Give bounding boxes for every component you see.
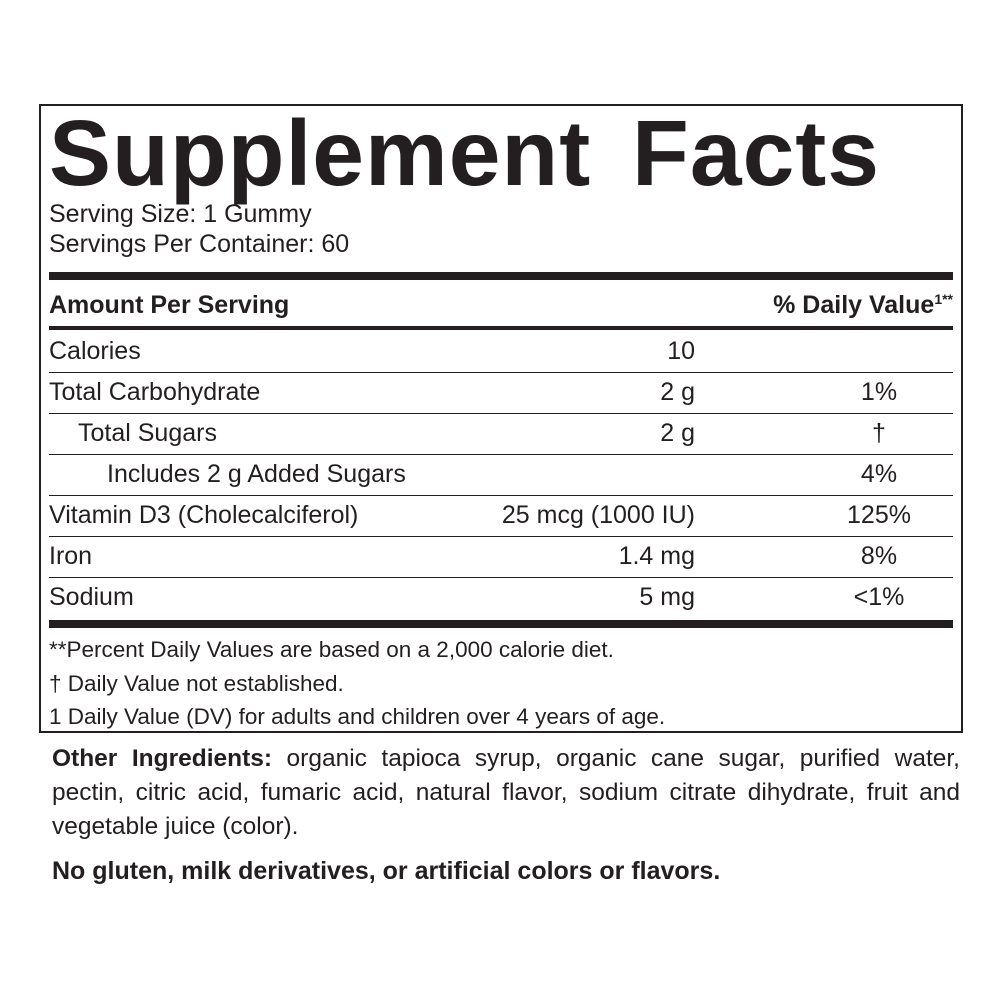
nutrient-name: Includes 2 g Added Sugars <box>107 460 406 488</box>
nutrient-row: Includes 2 g Added Sugars 4% <box>49 454 953 496</box>
nutrient-row: Total Sugars 2 g † <box>49 413 953 455</box>
nutrient-daily-value: † <box>872 419 886 447</box>
nutrient-amount: 1.4 mg <box>618 542 695 570</box>
nutrient-name: Calories <box>49 337 141 365</box>
nutrient-row: Iron 1.4 mg 8% <box>49 536 953 578</box>
free-from-statement: No gluten, milk derivatives, or artifici… <box>52 857 721 885</box>
daily-value-label: % Daily Value <box>773 291 935 319</box>
other-ingredients: Other Ingredients: organic tapioca syrup… <box>52 742 960 844</box>
nutrient-name: Total Carbohydrate <box>49 378 261 406</box>
supplement-facts-panel: Supplement Facts Serving Size: 1 Gummy S… <box>39 104 963 733</box>
nutrient-daily-value: 8% <box>860 542 898 570</box>
panel-title: Supplement Facts <box>49 101 880 205</box>
column-header: Amount Per Serving % Daily Value1** <box>49 286 953 324</box>
nutrient-name: Vitamin D3 (Cholecalciferol) <box>49 501 359 529</box>
daily-value-footnote-mark: 1** <box>934 291 953 307</box>
thick-divider <box>49 620 953 628</box>
nutrient-amount: 5 mg <box>639 583 695 611</box>
nutrient-amount: 2 g <box>660 378 695 406</box>
nutrient-row: Sodium 5 mg <1% <box>49 577 953 618</box>
other-ingredients-text: organic tapioca syrup, organic cane suga… <box>52 745 960 840</box>
nutrient-daily-value: 1% <box>860 378 898 406</box>
footnote: † Daily Value not established. <box>49 671 344 696</box>
nutrient-daily-value: 125% <box>847 501 911 529</box>
footnote: 1 Daily Value (DV) for adults and childr… <box>49 704 666 729</box>
nutrient-amount: 25 mcg (1000 IU) <box>501 501 695 529</box>
footnote: **Percent Daily Values are based on a 2,… <box>49 637 614 662</box>
servings-per-container: Servings Per Container: 60 <box>49 230 350 258</box>
nutrient-row: Calories 10 <box>49 331 953 373</box>
nutrient-name: Total Sugars <box>78 419 217 447</box>
amount-per-serving-label: Amount Per Serving <box>49 291 290 319</box>
medium-divider <box>49 326 953 330</box>
nutrient-amount: 2 g <box>660 419 695 447</box>
nutrient-amount: 10 <box>667 337 695 365</box>
serving-size: Serving Size: 1 Gummy <box>49 200 312 228</box>
thick-divider <box>49 272 953 280</box>
nutrient-name: Iron <box>49 542 93 570</box>
nutrient-name: Sodium <box>49 583 134 611</box>
nutrient-row: Total Carbohydrate 2 g 1% <box>49 372 953 414</box>
nutrient-daily-value: <1% <box>853 583 905 611</box>
nutrient-daily-value: 4% <box>860 460 898 488</box>
other-ingredients-label: Other Ingredients: <box>52 745 273 772</box>
nutrient-row: Vitamin D3 (Cholecalciferol) 25 mcg (1000… <box>49 495 953 537</box>
